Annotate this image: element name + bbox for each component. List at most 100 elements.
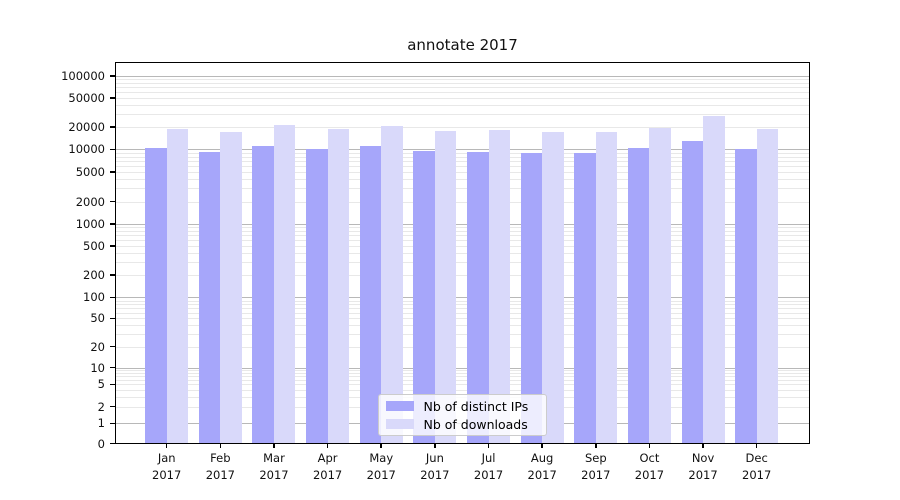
grid-line-minor <box>116 325 809 327</box>
grid-line-major <box>116 224 809 225</box>
y-axis-tick-label: 100 <box>83 290 105 305</box>
grid-line-minor <box>116 165 809 167</box>
grid-line-minor <box>116 171 809 173</box>
grid-line-minor <box>116 79 809 81</box>
grid-line-minor <box>116 179 809 181</box>
x-axis-tick <box>487 444 490 448</box>
y-axis-tick <box>110 274 115 276</box>
y-axis-tick-label: 100000 <box>61 69 105 83</box>
y-axis-tick <box>110 126 115 128</box>
y-axis-tick <box>110 148 115 151</box>
grid-line-minor <box>116 235 809 237</box>
x-axis-month-label: Nov 2017 <box>688 451 718 482</box>
grid-line-minor <box>116 334 809 336</box>
x-axis-month-label: Jun 2017 <box>420 451 450 482</box>
bar-downloads-jan <box>166 128 189 444</box>
bar-downloads-dec <box>756 129 779 444</box>
y-axis-tick-label: 200 <box>83 268 105 283</box>
y-axis-tick-label: 20 <box>90 339 105 354</box>
grid-line-minor <box>116 389 809 391</box>
y-axis-tick-label: 50 <box>90 311 105 326</box>
grid-line-minor <box>116 308 809 310</box>
y-axis-tick-label: 500 <box>83 239 105 254</box>
x-axis-month-label: Feb 2017 <box>205 451 235 482</box>
bar-distinct-ips-may <box>359 146 382 444</box>
grid-line-minor <box>116 304 809 306</box>
y-axis-tick <box>110 422 115 425</box>
grid-line-minor <box>116 201 809 203</box>
x-axis-tick <box>648 444 651 448</box>
bar-downloads-apr <box>327 128 350 444</box>
bar-distinct-ips-jul <box>467 152 489 444</box>
grid-line-minor <box>116 370 809 372</box>
grid-line-minor <box>116 380 809 382</box>
y-axis-tick <box>110 97 115 99</box>
y-axis-tick <box>110 245 115 247</box>
y-axis-tick-label: 10000 <box>68 142 105 157</box>
y-axis-tick-label: 1000 <box>75 217 105 231</box>
grid-line-minor <box>116 346 809 348</box>
x-axis-tick <box>326 444 329 448</box>
legend-swatch-downloads <box>385 419 414 429</box>
bar-downloads-nov <box>703 115 725 444</box>
y-axis-tick <box>110 442 115 445</box>
grid-line-major <box>116 76 809 77</box>
grid-line-minor <box>116 98 809 100</box>
y-axis-tick <box>110 317 115 320</box>
x-axis-month-label: Jan 2017 <box>152 451 182 482</box>
bar-distinct-ips-dec <box>735 148 757 444</box>
bar-distinct-ips-feb <box>198 151 221 444</box>
x-axis-month-label: Apr 2017 <box>312 451 343 482</box>
y-axis-tick <box>110 223 115 225</box>
y-axis-tick-label: 50000 <box>68 91 105 106</box>
x-axis-month-label: May 2017 <box>366 451 396 482</box>
y-axis-tick-label: 5 <box>97 377 105 392</box>
x-axis-tick <box>219 444 222 448</box>
x-axis-month-label: Sep 2017 <box>581 451 611 482</box>
grid-line-major <box>116 149 809 151</box>
bar-distinct-ips-apr <box>306 148 328 444</box>
y-axis-tick-label: 5000 <box>75 164 105 179</box>
bar-downloads-may <box>381 125 403 444</box>
grid-line-minor <box>116 262 809 264</box>
x-axis-month-label: Dec 2017 <box>742 451 772 482</box>
legend-item-distinct-ips: Nb of distinct IPs <box>385 398 546 414</box>
grid-line-minor <box>116 152 809 154</box>
y-axis-tick <box>110 345 115 348</box>
y-axis-tick <box>110 366 115 369</box>
legend-label-distinct-ips: Nb of distinct IPs <box>423 398 529 414</box>
bar-downloads-oct <box>649 127 671 444</box>
grid-line-minor <box>116 312 809 314</box>
grid-line-minor <box>116 83 809 85</box>
legend-swatch-distinct-ips <box>385 401 414 411</box>
bar-downloads-jul <box>488 130 511 444</box>
y-axis-tick-label: 2 <box>97 399 105 414</box>
x-axis-month-label: Jul 2017 <box>473 451 504 482</box>
bar-distinct-ips-sep <box>574 153 596 444</box>
grid-line-minor <box>116 275 809 277</box>
grid-line-minor <box>116 318 809 320</box>
grid-line-minor <box>116 246 809 248</box>
bar-downloads-jun <box>434 130 457 444</box>
x-axis-tick <box>380 444 382 448</box>
grid-line-minor <box>116 373 809 375</box>
grid-line-minor <box>116 227 809 229</box>
bar-distinct-ips-oct <box>627 148 650 444</box>
grid-line-minor <box>116 105 809 107</box>
grid-line-minor <box>116 114 809 116</box>
grid-line-minor <box>116 92 809 94</box>
bar-downloads-mar <box>273 125 296 444</box>
y-axis-tick-label: 0 <box>97 436 105 451</box>
x-axis-tick <box>595 444 597 448</box>
grid-line-minor <box>116 253 809 255</box>
grid-line-minor <box>116 300 809 302</box>
y-axis-tick-label: 1 <box>97 416 105 431</box>
grid-line-minor <box>116 87 809 89</box>
x-axis-month-label: Mar 2017 <box>259 451 289 482</box>
y-axis-tick <box>110 383 115 386</box>
bar-downloads-feb <box>220 131 242 444</box>
y-axis-tick <box>110 405 115 408</box>
grid-line-minor <box>116 160 809 162</box>
x-axis-tick <box>541 444 543 448</box>
legend-label-downloads: Nb of downloads <box>423 416 528 432</box>
